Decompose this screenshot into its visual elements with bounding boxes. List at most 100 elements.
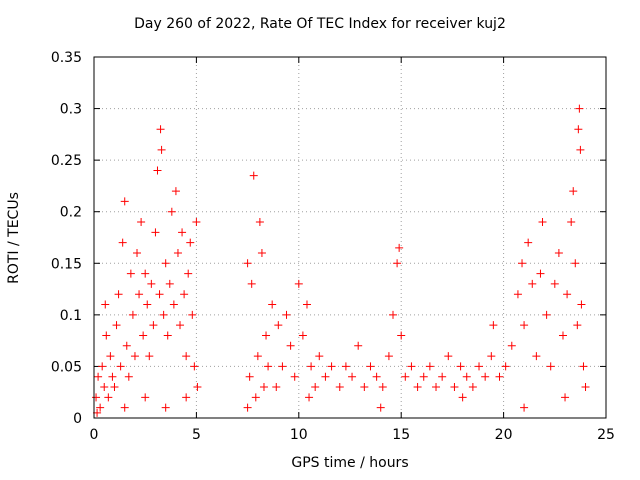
- data-point: [141, 393, 150, 402]
- data-point: [495, 372, 504, 381]
- data-point: [468, 383, 477, 392]
- data-point: [489, 321, 498, 330]
- data-point: [96, 403, 105, 412]
- data-point: [569, 187, 578, 196]
- data-point: [153, 166, 162, 175]
- data-point: [114, 290, 123, 299]
- data-point: [282, 310, 291, 319]
- data-point: [524, 238, 533, 247]
- data-point: [147, 279, 156, 288]
- data-point: [576, 145, 585, 154]
- data-point: [348, 372, 357, 381]
- data-point: [407, 362, 416, 371]
- data-point: [180, 290, 189, 299]
- data-point: [481, 372, 490, 381]
- data-point: [124, 372, 133, 381]
- data-point: [579, 362, 588, 371]
- data-point: [538, 218, 547, 227]
- data-point: [335, 383, 344, 392]
- data-point: [130, 352, 139, 361]
- chart-title: Day 260 of 2022, Rate Of TEC Index for r…: [134, 16, 506, 32]
- data-point: [520, 403, 529, 412]
- data-point: [167, 207, 176, 216]
- data-point: [528, 279, 537, 288]
- data-point: [554, 248, 563, 257]
- data-point: [247, 279, 256, 288]
- x-tick-label: 25: [597, 427, 615, 443]
- data-point: [120, 403, 129, 412]
- data-point: [354, 341, 363, 350]
- data-point: [366, 362, 375, 371]
- data-point: [257, 248, 266, 257]
- data-point: [286, 341, 295, 350]
- data-point: [259, 383, 268, 392]
- data-point: [102, 331, 111, 340]
- y-axis-label: ROTI / TECUs: [6, 192, 22, 284]
- data-point: [567, 218, 576, 227]
- data-point: [145, 352, 154, 361]
- y-tick-label: 0.15: [51, 256, 82, 272]
- data-point: [120, 197, 129, 206]
- data-point: [188, 310, 197, 319]
- data-point: [193, 383, 202, 392]
- data-point: [501, 362, 510, 371]
- data-point: [155, 290, 164, 299]
- data-point: [561, 393, 570, 402]
- data-point: [487, 352, 496, 361]
- y-tick-label: 0.1: [60, 308, 82, 324]
- x-tick-label: 20: [495, 427, 513, 443]
- data-point: [245, 372, 254, 381]
- data-point: [360, 383, 369, 392]
- data-point: [302, 300, 311, 309]
- data-point: [413, 383, 422, 392]
- data-point: [253, 352, 262, 361]
- data-point: [397, 331, 406, 340]
- data-point: [92, 393, 101, 402]
- data-point: [274, 321, 283, 330]
- data-point: [192, 218, 201, 227]
- data-point: [106, 352, 115, 361]
- data-point: [243, 259, 252, 268]
- data-point: [182, 352, 191, 361]
- data-point: [294, 279, 303, 288]
- data-point: [182, 393, 191, 402]
- data-point: [278, 362, 287, 371]
- data-point: [163, 331, 172, 340]
- data-point: [574, 125, 583, 134]
- data-point: [272, 383, 281, 392]
- data-point: [116, 362, 125, 371]
- data-point: [151, 228, 160, 237]
- data-point: [290, 372, 299, 381]
- data-point: [190, 362, 199, 371]
- y-tick-label: 0: [73, 411, 82, 427]
- x-axis-label: GPS time / hours: [291, 455, 409, 471]
- data-point: [139, 331, 148, 340]
- data-point: [550, 279, 559, 288]
- data-point: [513, 290, 522, 299]
- data-point: [563, 290, 572, 299]
- data-point: [133, 248, 142, 257]
- data-point: [393, 259, 402, 268]
- data-point: [255, 218, 264, 227]
- data-point: [249, 171, 258, 180]
- data-point: [184, 269, 193, 278]
- data-point: [110, 383, 119, 392]
- data-point: [122, 341, 131, 350]
- data-point: [161, 259, 170, 268]
- x-tick-label: 5: [192, 427, 201, 443]
- data-point: [520, 321, 529, 330]
- data-point: [264, 362, 273, 371]
- x-tick-label: 0: [90, 427, 99, 443]
- data-point: [176, 321, 185, 330]
- data-point: [268, 300, 277, 309]
- x-tick-label: 10: [290, 427, 308, 443]
- data-point: [311, 383, 320, 392]
- data-point: [137, 218, 146, 227]
- data-point: [143, 300, 152, 309]
- data-point: [532, 352, 541, 361]
- data-point: [378, 383, 387, 392]
- data-point: [118, 238, 127, 247]
- data-point: [141, 269, 150, 278]
- data-point: [101, 300, 110, 309]
- data-point: [135, 290, 144, 299]
